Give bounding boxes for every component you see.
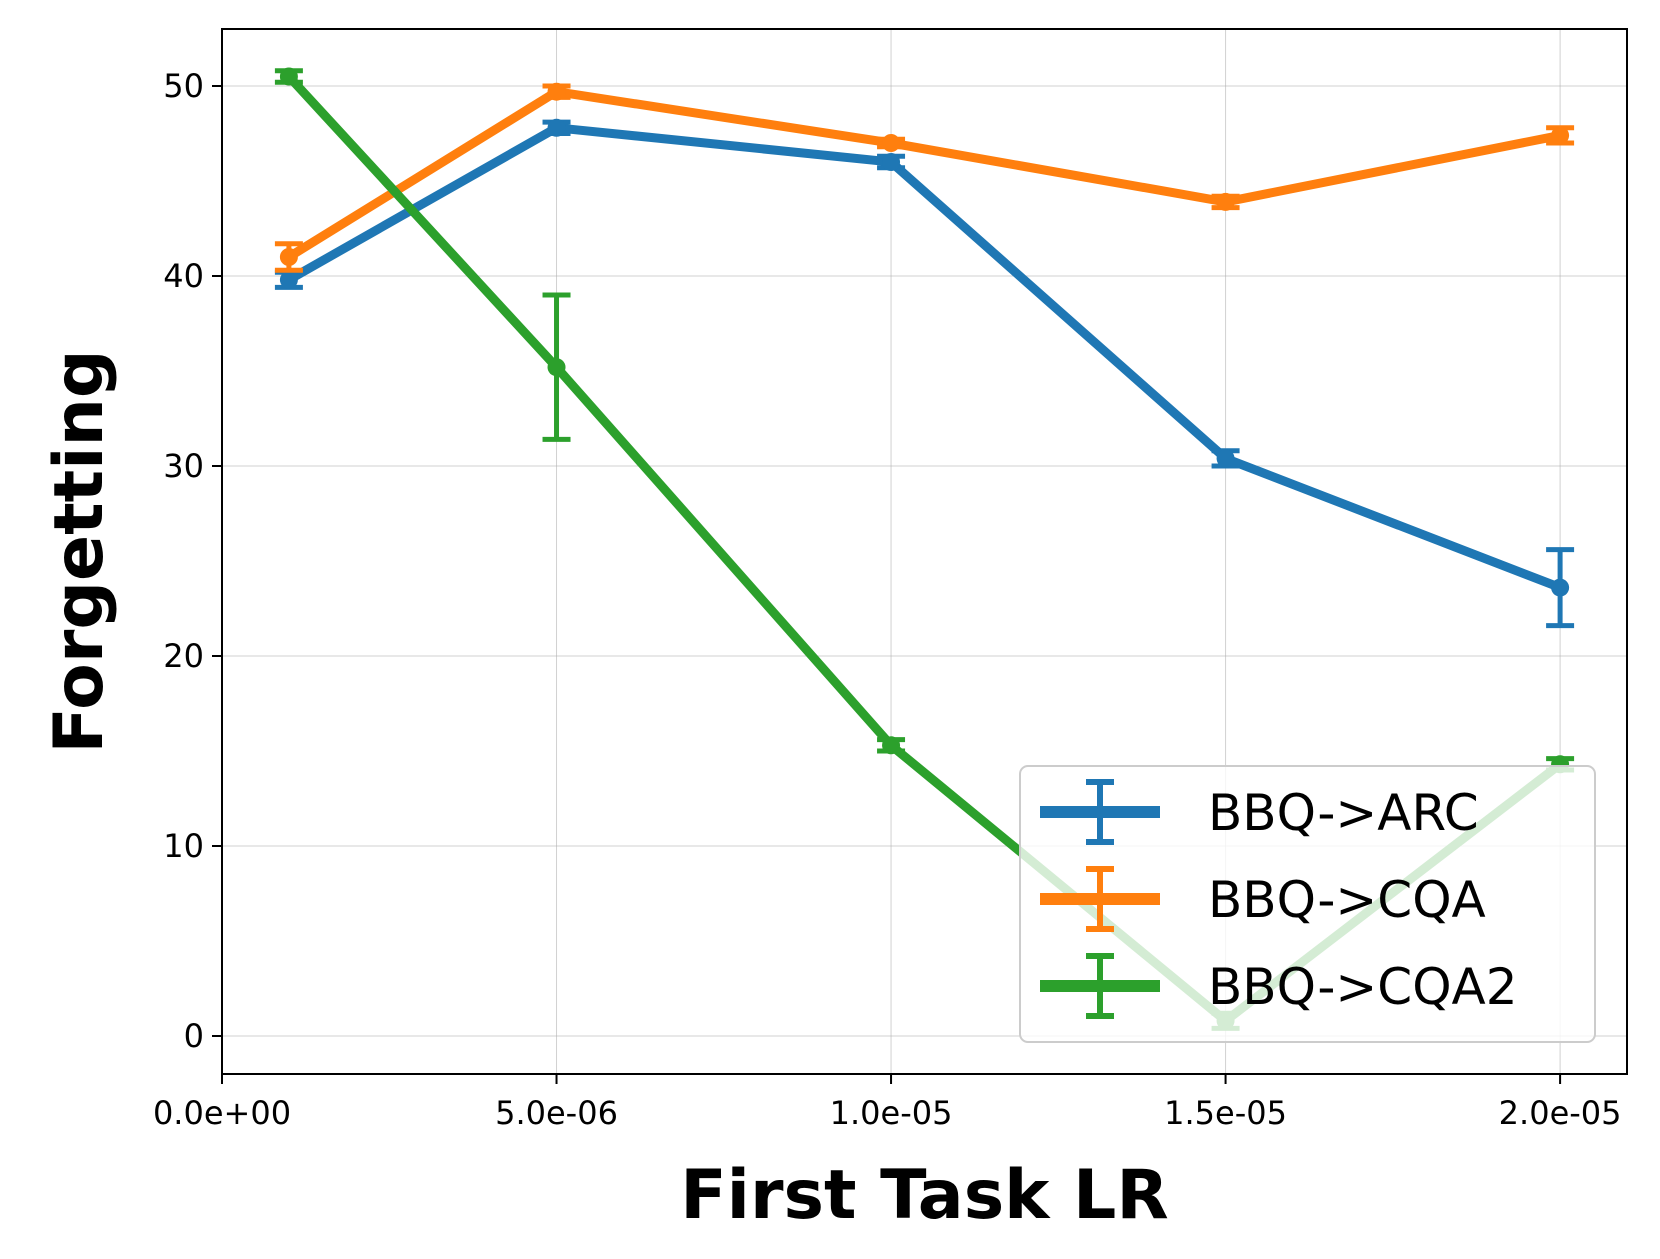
data-point <box>1551 578 1570 597</box>
data-point <box>279 67 298 86</box>
series-1 <box>274 82 1575 273</box>
y-tick-label: 0 <box>184 1017 204 1055</box>
legend: BBQ->ARC BBQ->CQA BBQ->CQA2 <box>1019 765 1596 1043</box>
y-tick-label: 30 <box>163 447 204 485</box>
data-point <box>279 248 298 266</box>
y-tick-label: 20 <box>163 637 204 675</box>
data-point <box>882 134 901 152</box>
legend-box <box>1019 765 1596 1043</box>
data-point <box>547 118 566 137</box>
ticks: 0.0e+00 5.0e-06 1.0e-05 1.5e-05 2.0e-05 0 10 20… <box>153 67 1622 1132</box>
legend-label: BBQ->CQA <box>1208 871 1486 929</box>
x-tick-label: 1.5e-05 <box>1164 1094 1287 1132</box>
y-tick-label: 10 <box>163 827 204 865</box>
data-point <box>1216 192 1235 211</box>
x-tick-label: 5.0e-06 <box>495 1094 618 1132</box>
data-point <box>882 736 901 755</box>
data-point <box>547 358 566 377</box>
x-tick-label: 2.0e-05 <box>1499 1094 1622 1132</box>
data-point <box>1216 449 1235 468</box>
x-tick-label: 0.0e+00 <box>153 1094 291 1132</box>
data-point <box>1551 126 1570 145</box>
legend-label: BBQ->ARC <box>1208 784 1479 842</box>
y-axis-title: Forgetting <box>40 349 119 753</box>
y-tick-label: 40 <box>163 257 204 295</box>
data-point <box>279 270 298 289</box>
x-tick-label: 1.0e-05 <box>830 1094 953 1132</box>
legend-label: BBQ->CQA2 <box>1208 958 1518 1016</box>
data-point <box>882 153 901 171</box>
y-tick-label: 50 <box>163 67 204 105</box>
plot-frame <box>221 28 1628 1075</box>
data-point <box>547 82 566 101</box>
x-axis-title: First Task LR <box>680 1156 1169 1235</box>
